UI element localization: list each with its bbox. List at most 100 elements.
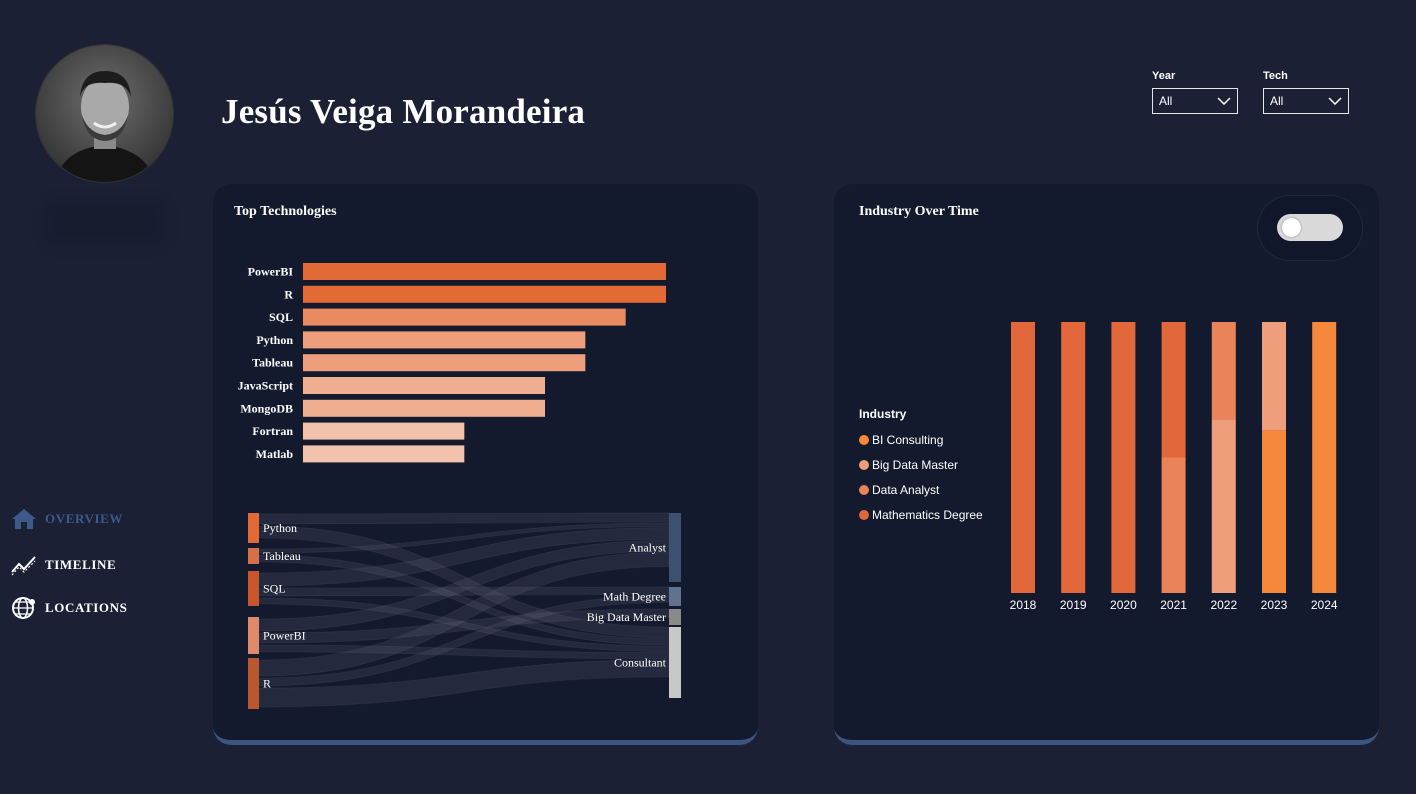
sankey-target-label: Analyst [629, 541, 667, 555]
industry-bar-segment[interactable] [1061, 322, 1086, 593]
legend-title: Industry [859, 407, 907, 421]
industry-bar-segment[interactable] [1161, 322, 1186, 458]
view-toggle[interactable] [1277, 214, 1343, 241]
top-technologies-card: Top Technologies PowerBI R SQL Python Tablea… [213, 184, 758, 745]
nav-locations[interactable]: LOCATIONS [11, 596, 127, 620]
tech-bar[interactable] [303, 263, 666, 280]
globe-icon [11, 596, 37, 620]
legend-dot [859, 484, 869, 495]
sankey-target-label: Big Data Master [587, 610, 666, 624]
industry-bar-segment[interactable] [1011, 322, 1035, 593]
legend-item[interactable]: Mathematics Degree [859, 502, 983, 527]
legend-dot [859, 434, 869, 445]
nav-overview[interactable]: OVERVIEW [11, 507, 123, 531]
sankey-target-node[interactable] [669, 587, 681, 606]
tech-dropdown-value: All [1270, 94, 1284, 108]
avatar-caption-placeholder [44, 200, 166, 246]
sankey-source-label: R [263, 677, 271, 691]
chevron-down-icon [1328, 97, 1342, 105]
sankey-source-label: Tableau [263, 549, 301, 563]
industry-legend: Industry BI Consulting Big Data Master D… [859, 407, 983, 527]
tech-bar[interactable] [303, 377, 545, 394]
toggle-knob [1282, 218, 1301, 237]
industry-bar-segment[interactable] [1262, 430, 1286, 593]
industry-bar-segment[interactable] [1211, 322, 1236, 420]
legend-item[interactable]: Data Analyst [859, 477, 983, 502]
line-chart-icon [11, 553, 37, 577]
tech-bar[interactable] [303, 399, 545, 417]
legend-label: BI Consulting [872, 432, 944, 447]
sankey-source-node[interactable] [248, 513, 259, 543]
sankey-target-label: Consultant [614, 656, 667, 670]
legend-dot [859, 459, 869, 470]
sankey-source-node[interactable] [248, 617, 259, 654]
year-dropdown[interactable]: All [1152, 88, 1238, 114]
sankey-source-node[interactable] [248, 571, 259, 606]
year-filter-label: Year [1152, 70, 1176, 82]
tech-role-sankey: Python Tableau SQL PowerBI R Analyst Math Degr… [248, 512, 681, 709]
tech-bar[interactable] [303, 354, 586, 372]
industry-year-label: 2020 [1110, 598, 1137, 612]
industry-year-label: 2023 [1261, 598, 1288, 612]
sankey-target-node[interactable] [669, 609, 681, 625]
page-title: Jesús Veiga Morandeira [221, 92, 586, 131]
year-dropdown-value: All [1159, 94, 1173, 108]
sankey-target-node[interactable] [669, 627, 681, 698]
tech-bar[interactable] [303, 331, 586, 349]
tech-bar[interactable] [303, 285, 666, 303]
tech-filter: Tech All [1263, 70, 1349, 114]
sankey-source-label: Python [263, 521, 297, 535]
industry-year-label: 2019 [1060, 598, 1087, 612]
home-icon [11, 507, 37, 531]
tech-filter-label: Tech [1263, 70, 1288, 82]
industry-bar-segment[interactable] [1111, 322, 1136, 593]
tech-bar-label: Matlab [256, 447, 294, 461]
tech-bar[interactable] [303, 308, 626, 326]
industry-stacked-chart: 2018 2019 2020 2021 2022 2023 2024 [1010, 322, 1338, 612]
nav-overview-label: OVERVIEW [45, 511, 124, 526]
industry-bar-segment[interactable] [1312, 322, 1337, 593]
sankey-source-node[interactable] [248, 658, 259, 709]
nav-locations-label: LOCATIONS [45, 600, 128, 615]
tech-bar-label: SQL [269, 310, 293, 324]
sankey-target-label: Math Degree [603, 590, 666, 604]
sankey-source-node[interactable] [248, 548, 259, 564]
top-technologies-chart: PowerBI R SQL Python Tableau JavaScript MongoD… [238, 263, 666, 463]
sankey-link[interactable] [258, 512, 670, 525]
toggle-container [1258, 196, 1362, 260]
tech-bar[interactable] [303, 445, 465, 463]
tech-bar-label: Fortran [252, 424, 293, 438]
legend-item[interactable]: Big Data Master [859, 452, 983, 477]
tech-bar-label: PowerBI [248, 265, 294, 279]
tech-bar-label: R [284, 287, 293, 301]
chevron-down-icon [1217, 97, 1231, 105]
legend-label: Mathematics Degree [872, 507, 983, 522]
tech-bar-label: Tableau [252, 356, 293, 370]
nav-timeline-label: TIMELINE [45, 557, 117, 572]
top-technologies-title: Top Technologies [234, 204, 337, 219]
tech-bar-label: JavaScript [238, 379, 293, 393]
industry-year-label: 2024 [1311, 598, 1338, 612]
tech-bar[interactable] [303, 422, 465, 440]
year-filter: Year All [1152, 70, 1238, 114]
industry-over-time-title: Industry Over Time [859, 204, 979, 219]
nav-timeline[interactable]: TIMELINE [11, 553, 116, 577]
legend-item[interactable]: BI Consulting [859, 427, 983, 452]
industry-bar-segment[interactable] [1262, 322, 1286, 431]
industry-over-time-card: Industry Over Time Industry BI Consultin… [834, 184, 1379, 745]
sankey-target-node[interactable] [669, 513, 681, 582]
profile-photo [36, 45, 173, 182]
industry-year-label: 2022 [1210, 598, 1237, 612]
tech-bar-label: MongoDB [240, 401, 293, 415]
sankey-source-label: SQL [263, 582, 286, 596]
legend-label: Data Analyst [872, 482, 940, 497]
industry-bar-segment[interactable] [1211, 419, 1236, 593]
tech-dropdown[interactable]: All [1263, 88, 1349, 114]
sankey-source-label: PowerBI [263, 629, 306, 643]
industry-bar-segment[interactable] [1161, 457, 1186, 594]
legend-dot [859, 509, 869, 520]
industry-year-label: 2018 [1010, 598, 1037, 612]
legend-label: Big Data Master [872, 457, 959, 472]
tech-bar-label: Python [256, 333, 293, 347]
industry-year-label: 2021 [1160, 598, 1187, 612]
